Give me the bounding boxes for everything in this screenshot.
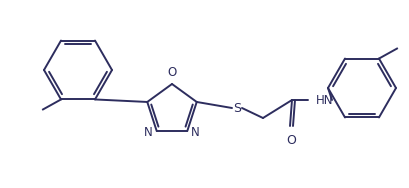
Text: S: S: [233, 102, 241, 114]
Text: O: O: [167, 66, 177, 79]
Text: O: O: [287, 134, 297, 147]
Text: N: N: [144, 126, 153, 139]
Text: HN: HN: [316, 93, 333, 106]
Text: N: N: [191, 126, 200, 139]
